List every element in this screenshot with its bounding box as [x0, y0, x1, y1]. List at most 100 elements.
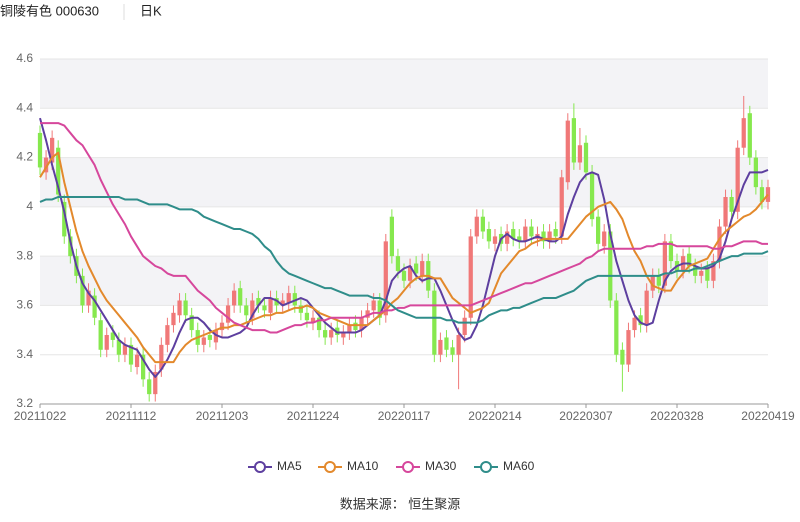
- x-tick-label: 20220328: [650, 409, 704, 423]
- candle-body: [377, 300, 382, 318]
- candle-body: [98, 320, 103, 350]
- legend-item[interactable]: MA5: [248, 459, 302, 473]
- legend-label: MA30: [425, 459, 457, 473]
- candle-body: [389, 216, 394, 257]
- candle-body: [395, 256, 401, 271]
- legend-label: MA5: [277, 459, 302, 473]
- x-tick-label: 20220214: [468, 409, 522, 423]
- candle-body: [741, 118, 746, 148]
- candle-body: [286, 293, 291, 303]
- x-tick-label: 20220117: [378, 409, 431, 423]
- candle-body: [474, 216, 479, 237]
- y-tick-label: 3.2: [16, 396, 33, 410]
- candle-body: [207, 335, 212, 340]
- candle-body: [189, 315, 194, 331]
- candle-body: [662, 241, 667, 286]
- candle-body: [608, 231, 613, 301]
- ma-line: [39, 117, 769, 378]
- candle-body: [614, 300, 619, 355]
- candle-body: [256, 298, 261, 306]
- candle-body: [432, 290, 437, 355]
- candle-body: [638, 315, 643, 326]
- candle-body: [43, 157, 49, 173]
- grid-band: [40, 157, 768, 207]
- candle-body: [438, 339, 443, 355]
- candle-body: [699, 270, 704, 276]
- y-tick-label: 4.2: [16, 150, 33, 164]
- candle-body: [68, 236, 73, 257]
- candle-body: [232, 290, 237, 306]
- candle-body: [225, 305, 231, 323]
- candle-body: [705, 268, 710, 281]
- candle-body: [414, 263, 419, 274]
- candle-body: [668, 241, 674, 262]
- candle-body: [517, 236, 522, 242]
- candle-body: [116, 339, 121, 355]
- ma-line: [39, 196, 769, 324]
- candle-body: [323, 330, 328, 338]
- candle-body: [717, 226, 722, 262]
- candle-body: [244, 305, 249, 316]
- candle-body: [444, 337, 449, 350]
- x-tick-label: 20211203: [196, 409, 249, 423]
- candle-body: [656, 275, 661, 286]
- candle-body: [765, 187, 771, 202]
- candle-body: [723, 197, 728, 227]
- candle-body: [407, 266, 413, 281]
- candle-body: [492, 236, 498, 244]
- candle-body: [456, 335, 461, 355]
- candle-body: [62, 201, 67, 237]
- candle-body: [171, 312, 176, 326]
- candle-body: [310, 317, 316, 323]
- candle-body: [365, 310, 370, 318]
- candle-body: [329, 330, 334, 338]
- candle-body: [262, 305, 267, 311]
- x-tick-label: 20211224: [287, 409, 340, 423]
- candle-body: [462, 317, 467, 335]
- candle-body: [541, 231, 546, 242]
- candle-body: [693, 266, 698, 276]
- stock-title: 铜陵有色 000630: [0, 3, 99, 18]
- candle-body: [92, 295, 97, 318]
- y-tick-label: 4: [26, 199, 33, 213]
- candle-body: [304, 312, 310, 321]
- candle-body: [165, 325, 170, 345]
- candle-body: [201, 337, 206, 345]
- candle-body: [486, 229, 492, 242]
- candle-body: [128, 344, 134, 365]
- candle-body: [589, 172, 595, 220]
- candle-body: [602, 231, 607, 247]
- candle-body: [553, 229, 558, 237]
- candle-body: [298, 305, 303, 313]
- y-tick-label: 3.4: [16, 347, 33, 361]
- candle-body: [219, 322, 225, 331]
- x-tick-label: 20211112: [106, 409, 157, 423]
- period-label: 日K: [140, 3, 162, 18]
- candle-body: [420, 261, 425, 276]
- candle-body: [268, 298, 273, 313]
- y-tick-label: 3.8: [16, 248, 33, 262]
- candle-body: [292, 293, 297, 306]
- candle-body: [523, 226, 528, 242]
- candle-body: [529, 226, 534, 237]
- candle-body: [650, 275, 655, 291]
- candle-body: [596, 216, 601, 244]
- candle-body: [747, 113, 752, 158]
- legend-marker: [480, 461, 492, 473]
- legend-item[interactable]: MA60: [474, 459, 535, 473]
- candle-body: [359, 317, 364, 331]
- candle-body: [759, 187, 765, 202]
- legend-label: MA60: [503, 459, 535, 473]
- legend-item[interactable]: MA30: [396, 459, 457, 473]
- candle-body: [183, 300, 188, 316]
- candle-body: [153, 371, 158, 395]
- candle-body: [56, 147, 61, 195]
- candle-body: [632, 317, 637, 331]
- legend-marker: [324, 461, 336, 473]
- candle-body: [122, 344, 128, 355]
- candle-body: [147, 379, 152, 395]
- x-tick-label: 20220419: [741, 409, 795, 423]
- candle-body: [626, 330, 631, 365]
- candle-body: [644, 290, 649, 326]
- legend-item[interactable]: MA10: [318, 459, 379, 473]
